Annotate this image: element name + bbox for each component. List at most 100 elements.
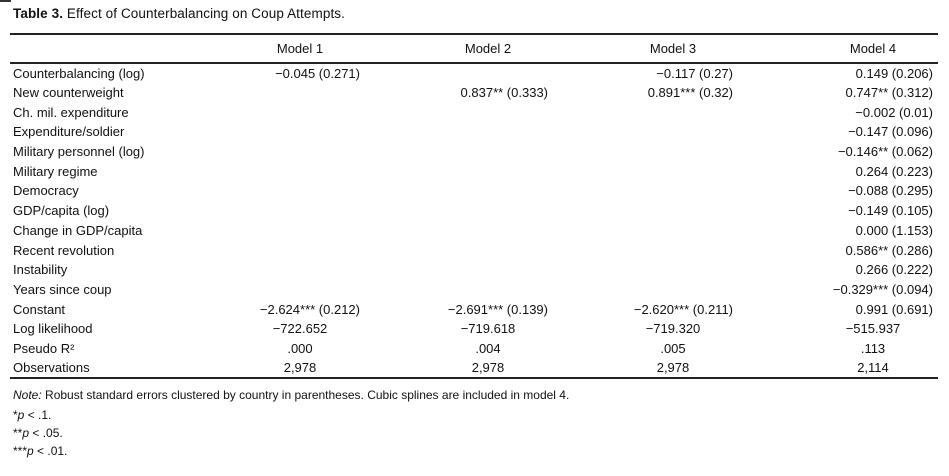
cell-model-2: 0.837** (0.333) <box>365 83 553 103</box>
cell-model-4: 2,114 <box>738 358 938 378</box>
table-body: Counterbalancing (log) −0.045 (0.271) −0.1… <box>10 63 938 378</box>
footnote: **p < .05. <box>13 424 67 442</box>
cell-value: −719.320 <box>645 321 701 337</box>
note-text: Robust standard errors clustered by coun… <box>41 388 570 402</box>
footnote-marker: *** <box>13 444 28 458</box>
cell-model-2 <box>365 122 553 142</box>
table-row: Counterbalancing (log) −0.045 (0.271) −0.1… <box>10 63 938 83</box>
cell-model-2: −719.618 <box>365 319 553 339</box>
table-row: Log likelihood −722.652 −719.618 −719.320 −5… <box>10 319 938 339</box>
table-row: Change in GDP/capita 0.000 (1.153) <box>10 221 938 241</box>
cell-value: −0.045 (0.271) <box>275 65 360 81</box>
row-label: Counterbalancing (log) <box>13 65 145 81</box>
row-label: Expenditure/soldier <box>13 124 125 140</box>
cell-value: 0.747** (0.312) <box>845 85 933 101</box>
row-label: Log likelihood <box>13 321 93 337</box>
cell-model-4: −0.149 (0.105) <box>738 201 938 221</box>
cell-model-3: 0.891*** (0.32) <box>553 83 738 103</box>
table-row: Pseudo R² .000 .004 .005 .113 <box>10 339 938 359</box>
cell-value: .113 <box>860 340 886 356</box>
cell-model-1 <box>230 142 365 162</box>
footnote-marker: ** <box>13 426 23 440</box>
cell-model-4: −0.329*** (0.094) <box>738 280 938 300</box>
cell-model-3 <box>553 102 738 122</box>
footnote-condition: < .05. <box>29 426 63 440</box>
cell-model-4: 0.264 (0.223) <box>738 161 938 181</box>
cell-model-1 <box>230 260 365 280</box>
cell-model-4: −0.147 (0.096) <box>738 122 938 142</box>
header-model-2: Model 2 <box>365 34 553 64</box>
cell-value: −2.691*** (0.139) <box>447 301 548 317</box>
cell-model-2 <box>365 181 553 201</box>
table-title: Table 3. Effect of Counterbalancing on C… <box>13 6 345 21</box>
cell-model-1 <box>230 83 365 103</box>
footnote-condition: < .1. <box>24 408 52 422</box>
cell-model-4: −0.088 (0.295) <box>738 181 938 201</box>
table-row: GDP/capita (log) −0.149 (0.105) <box>10 201 938 221</box>
cell-model-4: 0.747** (0.312) <box>738 83 938 103</box>
cell-value: −0.147 (0.096) <box>848 124 933 140</box>
table-row: Recent revolution 0.586** (0.286) <box>10 240 938 260</box>
row-label: Constant <box>13 301 66 317</box>
table-row: Instability 0.266 (0.222) <box>10 260 938 280</box>
table-note: Note: Robust standard errors clustered b… <box>13 388 569 402</box>
note-label: Note: <box>13 388 42 402</box>
cell-model-2 <box>365 201 553 221</box>
cell-value: −0.002 (0.01) <box>855 104 933 120</box>
row-label: New counterweight <box>13 85 124 101</box>
cell-model-4: 0.000 (1.153) <box>738 221 938 241</box>
cell-value: −515.937 <box>845 321 901 337</box>
table-header: Model 1 Model 2 Model 3 Model 4 <box>10 34 938 64</box>
cell-model-2 <box>365 161 553 181</box>
cell-model-2 <box>365 221 553 241</box>
cell-value: 2,978 <box>283 360 317 376</box>
cell-value: −0.329*** (0.094) <box>832 281 933 297</box>
footnote-variable: p <box>17 408 25 422</box>
cell-model-3: −0.117 (0.27) <box>553 63 738 83</box>
footnote-variable: p <box>22 426 30 440</box>
table-row: Constant −2.624*** (0.212) −2.691*** (0.13… <box>10 299 938 319</box>
cell-model-2 <box>365 260 553 280</box>
cell-model-3 <box>553 161 738 181</box>
row-label: Observations <box>13 360 90 376</box>
cell-model-1 <box>230 240 365 260</box>
cell-model-1 <box>230 201 365 221</box>
table-row: Military regime 0.264 (0.223) <box>10 161 938 181</box>
cell-value: 0.586** (0.286) <box>845 242 933 258</box>
row-label: Years since coup <box>13 281 112 297</box>
cell-model-3 <box>553 142 738 162</box>
cell-model-4: .113 <box>738 339 938 359</box>
header-model-3: Model 3 <box>553 34 738 64</box>
cell-value: 0.266 (0.222) <box>855 262 933 278</box>
table-row: Years since coup −0.329*** (0.094) <box>10 280 938 300</box>
table-row: New counterweight 0.837** (0.333) 0.891***… <box>10 83 938 103</box>
cell-value: .005 <box>660 340 686 356</box>
header-model-3-label: Model 3 <box>649 41 697 56</box>
footnote-variable: p <box>27 444 34 458</box>
cell-model-1: 2,978 <box>230 358 365 378</box>
cell-model-4: −0.146** (0.062) <box>738 142 938 162</box>
cell-model-4: 0.991 (0.691) <box>738 299 938 319</box>
cell-model-3 <box>553 240 738 260</box>
row-label: Ch. mil. expenditure <box>13 104 129 120</box>
cell-value: −2.624*** (0.212) <box>259 301 360 317</box>
cell-value: −0.149 (0.105) <box>848 203 933 219</box>
header-empty-cell <box>10 34 230 64</box>
cell-model-3: −2.620*** (0.211) <box>553 299 738 319</box>
cell-value: 0.837** (0.333) <box>460 85 548 101</box>
cell-value: 0.264 (0.223) <box>855 163 933 179</box>
table-header-row: Model 1 Model 2 Model 3 Model 4 <box>10 34 938 64</box>
cell-model-3 <box>553 122 738 142</box>
cell-model-2 <box>365 142 553 162</box>
cell-model-3 <box>553 280 738 300</box>
row-label: Military personnel (log) <box>13 144 145 160</box>
cell-value: .004 <box>475 340 501 356</box>
table-title-text: Effect of Counterbalancing on Coup Attem… <box>63 6 346 21</box>
cell-value: 0.891*** (0.32) <box>647 85 733 101</box>
cell-value: −722.652 <box>272 321 328 337</box>
cell-model-3: 2,978 <box>553 358 738 378</box>
cell-model-2 <box>365 102 553 122</box>
cell-model-2 <box>365 280 553 300</box>
cell-model-2: 2,978 <box>365 358 553 378</box>
cell-value: 0.149 (0.206) <box>855 65 933 81</box>
